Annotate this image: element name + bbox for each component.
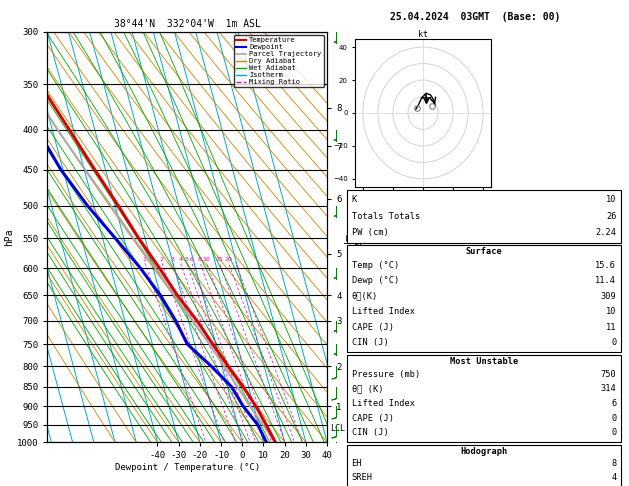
Text: PW (cm): PW (cm) xyxy=(352,228,388,237)
Text: CAPE (J): CAPE (J) xyxy=(352,323,394,332)
Text: 3: 3 xyxy=(170,257,174,262)
Text: 6: 6 xyxy=(190,257,194,262)
Text: 8: 8 xyxy=(198,257,202,262)
Text: 20: 20 xyxy=(225,257,232,262)
Text: 26: 26 xyxy=(606,212,616,221)
Text: 2.24: 2.24 xyxy=(596,228,616,237)
Title: kt: kt xyxy=(418,30,428,39)
Text: 6: 6 xyxy=(611,399,616,408)
Text: 25.04.2024  03GMT  (Base: 00): 25.04.2024 03GMT (Base: 00) xyxy=(390,12,560,22)
Text: CIN (J): CIN (J) xyxy=(352,338,388,347)
Text: 15: 15 xyxy=(215,257,223,262)
Text: 8: 8 xyxy=(611,459,616,468)
Text: 2: 2 xyxy=(160,257,164,262)
Text: 1: 1 xyxy=(143,257,147,262)
Text: Totals Totals: Totals Totals xyxy=(352,212,420,221)
Text: 10: 10 xyxy=(203,257,211,262)
Text: Temp (°C): Temp (°C) xyxy=(352,261,399,270)
Text: Lifted Index: Lifted Index xyxy=(352,307,415,316)
Text: EH: EH xyxy=(352,459,362,468)
Text: θᴇ (K): θᴇ (K) xyxy=(352,384,383,394)
Text: 11.4: 11.4 xyxy=(596,276,616,285)
Text: 4: 4 xyxy=(178,257,182,262)
Text: 10: 10 xyxy=(606,307,616,316)
Text: Dewp (°C): Dewp (°C) xyxy=(352,276,399,285)
Text: θᴇ(K): θᴇ(K) xyxy=(352,292,378,301)
Text: 11: 11 xyxy=(606,323,616,332)
Text: Pressure (mb): Pressure (mb) xyxy=(352,370,420,379)
Text: Surface: Surface xyxy=(465,247,503,257)
Y-axis label: hPa: hPa xyxy=(4,228,14,246)
Text: 309: 309 xyxy=(601,292,616,301)
Text: 0: 0 xyxy=(611,429,616,437)
Y-axis label: km
ASL: km ASL xyxy=(344,228,366,246)
Text: 314: 314 xyxy=(601,384,616,394)
Legend: Temperature, Dewpoint, Parcel Trajectory, Dry Adiabat, Wet Adiabat, Isotherm, Mi: Temperature, Dewpoint, Parcel Trajectory… xyxy=(234,35,323,87)
Text: 15.6: 15.6 xyxy=(596,261,616,270)
Text: K: K xyxy=(352,195,357,204)
Text: SREH: SREH xyxy=(352,472,372,482)
X-axis label: Dewpoint / Temperature (°C): Dewpoint / Temperature (°C) xyxy=(114,463,260,472)
Text: Most Unstable: Most Unstable xyxy=(450,357,518,366)
Text: 750: 750 xyxy=(601,370,616,379)
Text: Hodograph: Hodograph xyxy=(460,447,508,456)
Text: 4: 4 xyxy=(611,472,616,482)
Text: 5: 5 xyxy=(184,257,188,262)
Title: 38°44'N  332°04'W  1m ASL: 38°44'N 332°04'W 1m ASL xyxy=(114,19,260,30)
Text: 10: 10 xyxy=(606,195,616,204)
Text: 0: 0 xyxy=(611,338,616,347)
Text: CAPE (J): CAPE (J) xyxy=(352,414,394,423)
Text: CIN (J): CIN (J) xyxy=(352,429,388,437)
Text: 0: 0 xyxy=(611,414,616,423)
Text: © weatheronline.co.uk: © weatheronline.co.uk xyxy=(426,472,530,481)
Text: LCL: LCL xyxy=(330,424,345,433)
Text: Lifted Index: Lifted Index xyxy=(352,399,415,408)
